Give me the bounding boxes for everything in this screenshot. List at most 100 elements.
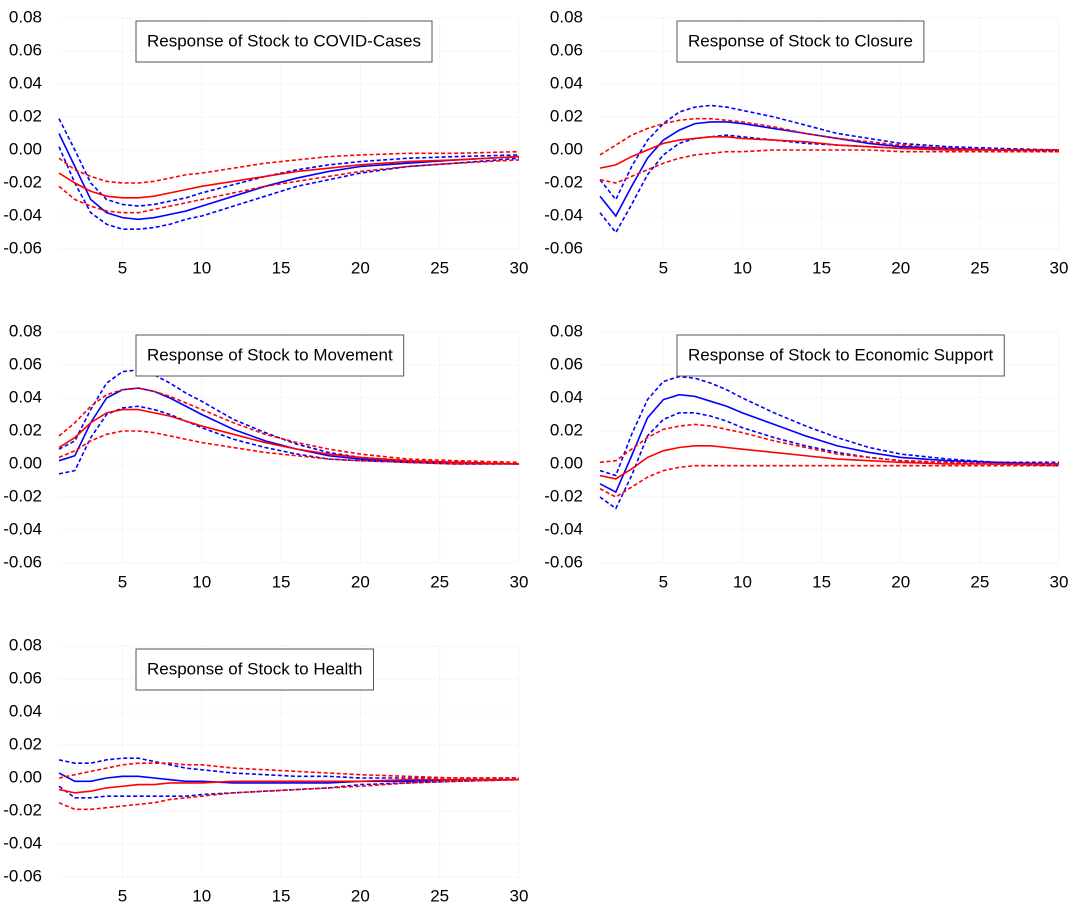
title-box bbox=[676, 334, 1005, 377]
x-tick-label: 30 bbox=[510, 572, 529, 591]
panel: 0.08 0.06 0.04 0.02 0.00 -0.02 -0.04 -0.06 5 10 15… bbox=[3, 7, 528, 277]
x-tick-label: 25 bbox=[970, 572, 989, 591]
x-tick-label: 5 bbox=[659, 258, 668, 277]
x-tick-label: 20 bbox=[351, 886, 370, 905]
x-tick-label: 20 bbox=[351, 572, 370, 591]
series-line bbox=[58, 118, 520, 207]
series-line bbox=[58, 387, 520, 464]
x-tick-label: 5 bbox=[118, 886, 127, 905]
series-line bbox=[599, 393, 1060, 494]
y-tick-label: -0.02 bbox=[3, 172, 42, 191]
panel: 0.08 0.06 0.04 0.02 0.00 -0.02 -0.04 -0.06 5 10 15… bbox=[3, 635, 528, 905]
y-tick-label: 0.04 bbox=[9, 387, 42, 406]
y-tick-label: -0.04 bbox=[3, 205, 42, 224]
y-tick-label: 0.06 bbox=[550, 354, 583, 373]
series-line bbox=[58, 155, 520, 199]
y-tick-label: 0.02 bbox=[550, 106, 583, 125]
x-tick-label: 30 bbox=[510, 886, 529, 905]
panel-title: Response of Stock to Movement bbox=[147, 345, 393, 364]
panel-title: Response of Stock to COVID-Cases bbox=[147, 31, 421, 50]
y-tick-label: -0.06 bbox=[544, 552, 583, 571]
x-tick-label: 15 bbox=[272, 572, 291, 591]
x-tick-label: 5 bbox=[118, 258, 127, 277]
x-tick-label: 30 bbox=[1050, 572, 1069, 591]
series-line bbox=[58, 133, 520, 221]
y-tick-label: -0.04 bbox=[3, 519, 42, 538]
series-line bbox=[58, 387, 520, 465]
y-tick-label: 0.00 bbox=[9, 767, 42, 786]
series-line bbox=[58, 159, 520, 214]
y-tick-label: 0.08 bbox=[550, 7, 583, 26]
series-line bbox=[599, 412, 1060, 510]
panel: 0.08 0.06 0.04 0.02 0.00 -0.02 -0.04 -0.06 5 10 15… bbox=[544, 7, 1068, 277]
y-tick-label: -0.06 bbox=[3, 552, 42, 571]
y-tick-label: 0.04 bbox=[550, 73, 583, 92]
y-tick-label: -0.02 bbox=[3, 800, 42, 819]
series-line bbox=[599, 445, 1059, 480]
x-tick-label: 20 bbox=[891, 572, 910, 591]
series-line bbox=[58, 146, 520, 230]
panel-title: Response of Stock to Closure bbox=[688, 31, 913, 50]
y-tick-label: 0.08 bbox=[9, 321, 42, 340]
series-line bbox=[58, 408, 520, 465]
title-box bbox=[135, 648, 374, 691]
panel-title: Response of Stock to Health bbox=[147, 659, 362, 678]
x-tick-label: 5 bbox=[118, 572, 127, 591]
y-tick-label: 0.02 bbox=[9, 420, 42, 439]
y-tick-label: -0.04 bbox=[3, 833, 42, 852]
y-tick-label: 0.04 bbox=[9, 73, 42, 92]
y-tick-label: 0.02 bbox=[9, 106, 42, 125]
y-tick-label: 0.06 bbox=[9, 668, 42, 687]
y-tick-label: 0.08 bbox=[550, 321, 583, 340]
x-tick-label: 10 bbox=[192, 258, 211, 277]
x-tick-label: 15 bbox=[272, 258, 291, 277]
y-tick-label: 0.08 bbox=[9, 635, 42, 654]
y-tick-label: -0.04 bbox=[544, 205, 583, 224]
series-line bbox=[58, 778, 519, 794]
x-tick-label: 10 bbox=[192, 572, 211, 591]
y-tick-label: 0.06 bbox=[9, 354, 42, 373]
series-line bbox=[599, 464, 1059, 498]
title-box bbox=[135, 334, 405, 377]
y-tick-label: -0.06 bbox=[3, 866, 42, 885]
series-line bbox=[599, 104, 1060, 201]
series-line bbox=[58, 778, 520, 811]
x-tick-label: 10 bbox=[733, 572, 752, 591]
y-tick-label: 0.02 bbox=[9, 734, 42, 753]
y-tick-label: -0.02 bbox=[544, 486, 583, 505]
x-tick-label: 20 bbox=[351, 258, 370, 277]
y-tick-label: -0.04 bbox=[544, 519, 583, 538]
panel: 0.08 0.06 0.04 0.02 0.00 -0.02 -0.04 -0.06 5 10 15… bbox=[544, 321, 1068, 591]
x-tick-label: 25 bbox=[430, 258, 449, 277]
panel: 0.08 0.06 0.04 0.02 0.00 -0.02 -0.04 -0.06 5 10 15… bbox=[3, 321, 528, 591]
y-tick-label: 0.02 bbox=[550, 420, 583, 439]
x-tick-label: 25 bbox=[970, 258, 989, 277]
series-line bbox=[599, 121, 1059, 218]
y-tick-label: 0.04 bbox=[550, 387, 583, 406]
series-line bbox=[58, 778, 520, 799]
y-tick-label: 0.06 bbox=[9, 40, 42, 59]
series-line bbox=[599, 149, 1059, 184]
y-tick-label: 0.00 bbox=[550, 453, 583, 472]
series-line bbox=[599, 136, 1059, 169]
series-line bbox=[58, 369, 520, 465]
x-tick-label: 10 bbox=[192, 886, 211, 905]
series-line bbox=[599, 423, 1059, 465]
series-line bbox=[58, 757, 519, 779]
y-tick-label: 0.06 bbox=[550, 40, 583, 59]
y-tick-label: 0.00 bbox=[550, 139, 583, 158]
series-line bbox=[599, 375, 1059, 477]
x-tick-label: 5 bbox=[659, 572, 668, 591]
x-tick-label: 25 bbox=[430, 572, 449, 591]
y-tick-label: -0.06 bbox=[3, 238, 42, 257]
title-box bbox=[135, 20, 433, 63]
y-tick-label: 0.08 bbox=[9, 7, 42, 26]
y-tick-label: 0.04 bbox=[9, 701, 42, 720]
series-line bbox=[599, 117, 1059, 156]
y-tick-label: -0.06 bbox=[544, 238, 583, 257]
x-tick-label: 30 bbox=[1050, 258, 1069, 277]
x-tick-label: 30 bbox=[510, 258, 529, 277]
x-tick-label: 15 bbox=[812, 258, 831, 277]
x-tick-label: 15 bbox=[272, 886, 291, 905]
y-tick-label: -0.02 bbox=[544, 172, 583, 191]
